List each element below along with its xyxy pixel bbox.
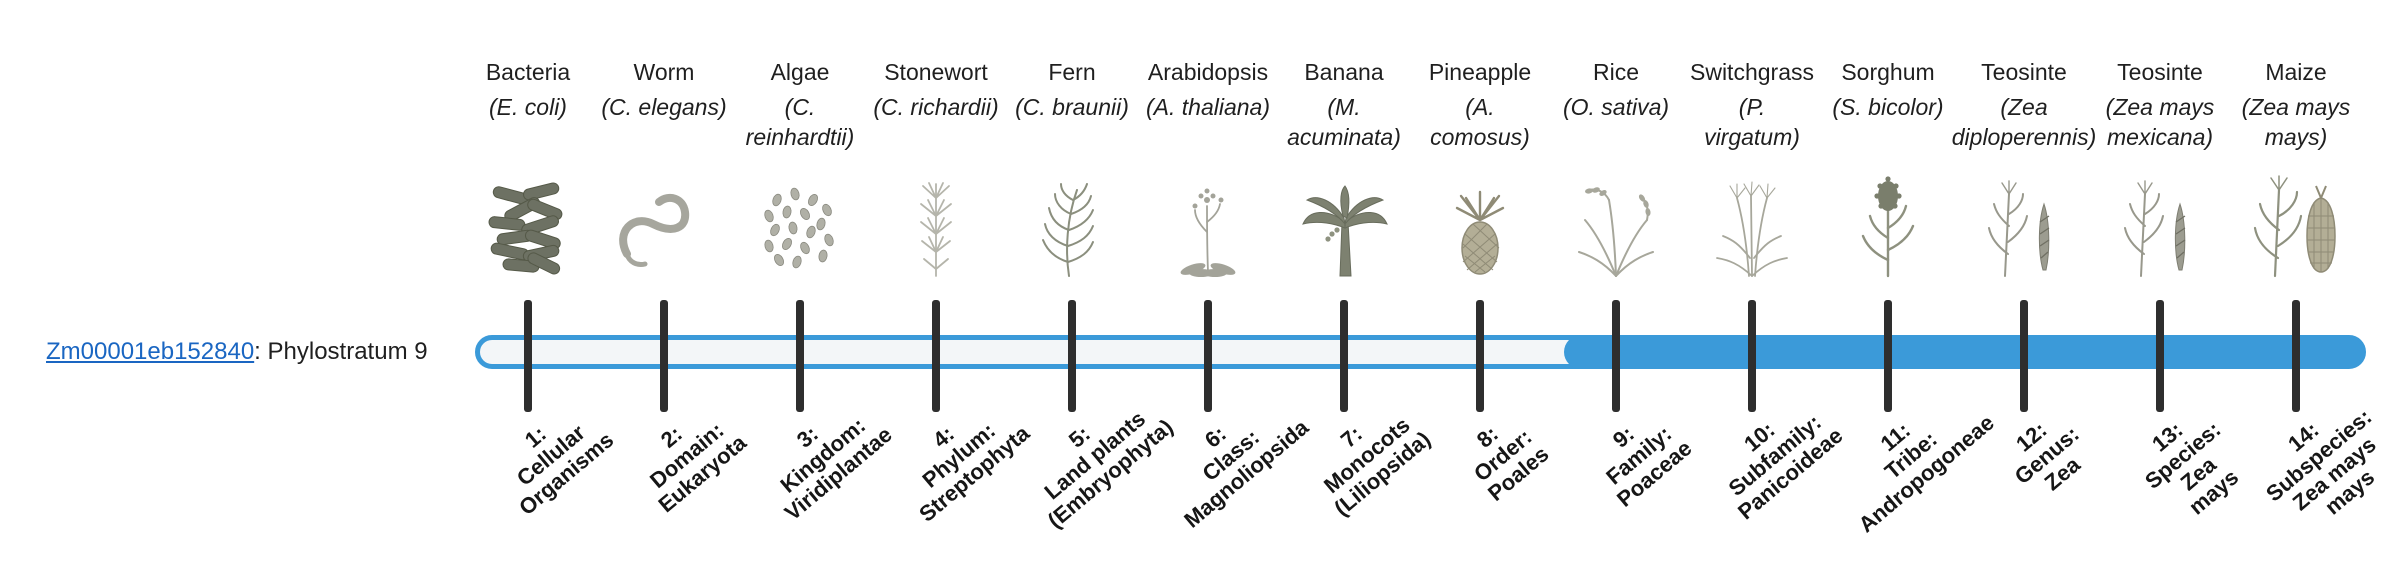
gene-label: Zm00001eb152840: Phylostratum 9 bbox=[46, 338, 428, 366]
stratum-tick bbox=[1476, 300, 1484, 412]
sorghum-icon bbox=[1823, 166, 1953, 294]
organism-scientific-name: (A. comosus) bbox=[1430, 94, 1530, 150]
organism-scientific-name: (E. coli) bbox=[489, 94, 567, 120]
stratum-tick bbox=[1340, 300, 1348, 412]
organism-scientific-name: (Zea diploperennis) bbox=[1951, 94, 2097, 150]
stratum-column: Worm (C. elegans) 2: Domain: Eukaryota bbox=[579, 0, 751, 580]
organism-scientific-name: (O. sativa) bbox=[1562, 94, 1670, 120]
organism-common-name: Worm bbox=[633, 59, 695, 85]
organism-scientific-name: (C. braunii) bbox=[1015, 94, 1129, 120]
organism-common-name: Fern bbox=[1048, 59, 1096, 85]
stratum-tick bbox=[660, 300, 668, 412]
stratum-column: Arabidopsis (A. thaliana) 6: Class: Magn… bbox=[1123, 0, 1313, 580]
organism-scientific-name: (P. virgatum) bbox=[1704, 94, 1800, 150]
organism-scientific-name: (S. bicolor) bbox=[1832, 94, 1944, 120]
stratum-column: Sorghum (S. bicolor) 11: Tribe: Andropog… bbox=[1803, 0, 1998, 580]
stratum-column: Stonewort (C. richardii) 4: Phylum: Stre… bbox=[851, 0, 1034, 580]
stratum-tick bbox=[1068, 300, 1076, 412]
stratum-column: Banana (M. acuminata) 7: Monocots (Lilio… bbox=[1259, 0, 1435, 580]
organism-common-name: Arabidopsis bbox=[1147, 59, 1269, 85]
stratum-column: Rice (O. sativa) 9: Family: Poaceae bbox=[1531, 0, 1701, 580]
stratum-tick bbox=[2156, 300, 2164, 412]
organism-common-name: Algae bbox=[770, 59, 830, 85]
teosinte-icon bbox=[2095, 166, 2225, 294]
stratum-column: Pineapple (A. comosus) 8: Order: Poales bbox=[1395, 0, 1565, 580]
algae-icon bbox=[735, 166, 865, 294]
stratum-tick bbox=[1884, 300, 1892, 412]
pineapple-icon bbox=[1415, 166, 1545, 294]
stratum-column: Fern (C. braunii) 5: Land plants (Embryo… bbox=[987, 0, 1178, 580]
stratum-column: Bacteria (E. coli) 1: Cellular Organisms bbox=[443, 0, 618, 580]
gene-phylostratum-text: : Phylostratum 9 bbox=[254, 338, 428, 365]
organism-scientific-name: (Zea mays mexicana) bbox=[2105, 94, 2215, 150]
organism-scientific-name: (M. acuminata) bbox=[1287, 94, 1401, 150]
stratum-column: Teosinte (Zea mays mexicana) 13: Species… bbox=[2075, 0, 2245, 580]
worm-icon bbox=[599, 166, 729, 294]
stratum-column: Switchgrass (P. virgatum) 10: Subfamily:… bbox=[1667, 0, 1847, 580]
maize-icon bbox=[2231, 166, 2361, 294]
organism-common-name: Banana bbox=[1304, 59, 1384, 85]
organism-common-name: Pineapple bbox=[1428, 59, 1532, 85]
switchgrass-icon bbox=[1687, 166, 1817, 294]
rice-icon bbox=[1551, 166, 1681, 294]
teosinte-icon bbox=[1959, 166, 2089, 294]
organism-common-name: Sorghum bbox=[1841, 59, 1935, 85]
fern-icon bbox=[1007, 166, 1137, 294]
stratum-tick bbox=[2020, 300, 2028, 412]
organism-scientific-name: (C. richardii) bbox=[873, 94, 999, 120]
stratum-tick bbox=[796, 300, 804, 412]
stratum-tick bbox=[1204, 300, 1212, 412]
organism-common-name: Stonewort bbox=[884, 59, 988, 85]
organism-common-name: Teosinte bbox=[1981, 59, 2067, 85]
bacteria-icon bbox=[463, 166, 593, 294]
arabidopsis-icon bbox=[1143, 166, 1273, 294]
gene-id-link[interactable]: Zm00001eb152840 bbox=[46, 338, 255, 365]
organism-scientific-name: (C. elegans) bbox=[601, 94, 727, 120]
stratum-tick bbox=[1612, 300, 1620, 412]
organism-common-name: Rice bbox=[1592, 59, 1639, 85]
stratum-column: Maize (Zea mays mays) 14: Subspecies: Ze… bbox=[2211, 0, 2381, 580]
organism-common-name: Teosinte bbox=[2117, 59, 2203, 85]
stratum-column: Teosinte (Zea diploperennis) 12: Genus: … bbox=[1939, 0, 2109, 580]
organism-scientific-name: (A. thaliana) bbox=[1145, 94, 1270, 120]
organism-scientific-name: (Zea mays mays) bbox=[2241, 94, 2351, 150]
organism-common-name: Switchgrass bbox=[1690, 59, 1814, 85]
organism-common-name: Maize bbox=[2265, 59, 2327, 85]
stratum-tick bbox=[524, 300, 532, 412]
organism-common-name: Bacteria bbox=[485, 59, 571, 85]
stratum-label: 14: Subspecies: Zea mays mays bbox=[2261, 403, 2381, 520]
phylostrata-bar-fill bbox=[1564, 335, 2362, 369]
stonewort-icon bbox=[871, 166, 1001, 294]
stratum-tick bbox=[932, 300, 940, 412]
stratum-tick bbox=[2292, 300, 2300, 412]
banana-icon bbox=[1279, 166, 1409, 294]
organism-scientific-name: (C. reinhardtii) bbox=[745, 94, 855, 150]
stratum-column: Algae (C. reinhardtii) 3: Kingdom: Virid… bbox=[715, 0, 897, 580]
stratum-tick bbox=[1748, 300, 1756, 412]
